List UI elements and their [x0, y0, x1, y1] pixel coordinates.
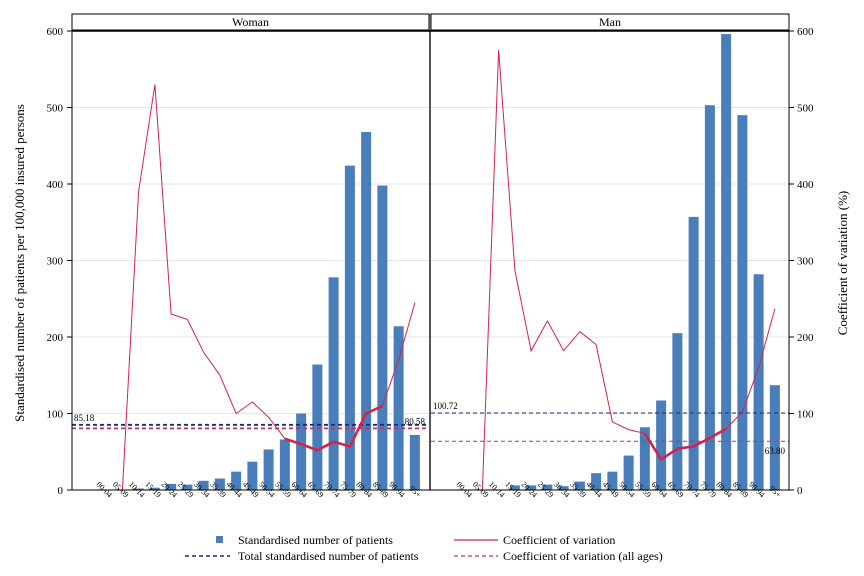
- y-tick-label-right: 600: [797, 26, 814, 38]
- panel-title: Woman: [232, 15, 269, 29]
- bar: [312, 364, 323, 490]
- y-tick-label-left: 0: [58, 485, 64, 497]
- bar: [247, 461, 258, 490]
- bar: [704, 105, 715, 490]
- legend-bar-label: Standardised number of patients: [238, 533, 393, 547]
- y-tick-label-right: 300: [797, 256, 814, 268]
- legend: Standardised number of patients Coeffici…: [185, 533, 663, 563]
- bar: [133, 488, 144, 490]
- bar: [737, 115, 748, 491]
- bar: [328, 277, 339, 490]
- y-tick-label-right: 400: [797, 179, 814, 191]
- bar: [672, 333, 683, 490]
- bar: [769, 385, 780, 490]
- bar: [393, 326, 404, 490]
- y-tick-label-right: 100: [797, 409, 814, 421]
- y-tick-label-left: 400: [47, 179, 64, 191]
- bar: [607, 471, 618, 490]
- bar: [361, 131, 372, 491]
- legend-total-label: Total standardised number of patients: [238, 549, 419, 563]
- panel-title: Man: [599, 15, 621, 29]
- bar: [753, 274, 764, 490]
- y-tick-label-right: 200: [797, 332, 814, 344]
- total-label: 85.18: [74, 413, 95, 423]
- bar: [542, 484, 553, 490]
- bar: [623, 455, 634, 490]
- y-axis-title-right: Coefficient of variation (%): [835, 191, 850, 336]
- panel-woman: 85.18 80.5800-0405-0910-1415-1920-2425-29…: [71, 13, 430, 500]
- legend-cv-label: Coefficient of variation: [503, 533, 615, 547]
- bar: [526, 485, 537, 490]
- y-axis-title-left: Standardised number of patients per 100,…: [12, 104, 27, 422]
- bar: [149, 487, 160, 490]
- y-tick-label-right: 0: [797, 485, 803, 497]
- bar: [558, 486, 569, 490]
- bar: [296, 413, 307, 490]
- axes: 0 0 100 100 200 200 300 300 400 400 500 500 600 600: [47, 14, 814, 497]
- cv-line-bold: [284, 404, 383, 452]
- bar: [279, 439, 290, 490]
- legend-cv-all-label: Coefficient of variation (all ages): [503, 549, 663, 563]
- cv-line-bold: [643, 427, 727, 461]
- bar: [231, 471, 242, 490]
- legend-bar-swatch: [216, 536, 223, 543]
- total-label: 100.72: [433, 401, 458, 411]
- bar: [574, 481, 585, 490]
- cv-all-label: 80.58: [405, 416, 426, 426]
- y-tick-label-left: 300: [47, 256, 64, 268]
- bar: [263, 449, 274, 490]
- bar: [688, 216, 699, 490]
- bar: [344, 165, 355, 490]
- bar: [182, 484, 193, 490]
- bar: [721, 34, 732, 491]
- bar: [409, 434, 420, 490]
- bar: [656, 400, 667, 490]
- y-tick-label-right: 500: [797, 103, 814, 115]
- bar: [639, 427, 650, 490]
- bar: [377, 185, 388, 490]
- y-tick-label-left: 100: [47, 409, 64, 421]
- y-tick-label-left: 600: [47, 26, 64, 38]
- bar: [591, 473, 602, 490]
- panel-man: 100.7263.8000-0405-0910-1415-1920-2425-2…: [430, 13, 790, 500]
- cv-all-label: 63.80: [765, 446, 786, 456]
- bar: [166, 483, 177, 490]
- y-tick-label-left: 500: [47, 103, 64, 115]
- y-tick-label-left: 200: [47, 332, 64, 344]
- bar: [509, 485, 520, 490]
- bar: [198, 480, 209, 490]
- bar: [214, 478, 225, 490]
